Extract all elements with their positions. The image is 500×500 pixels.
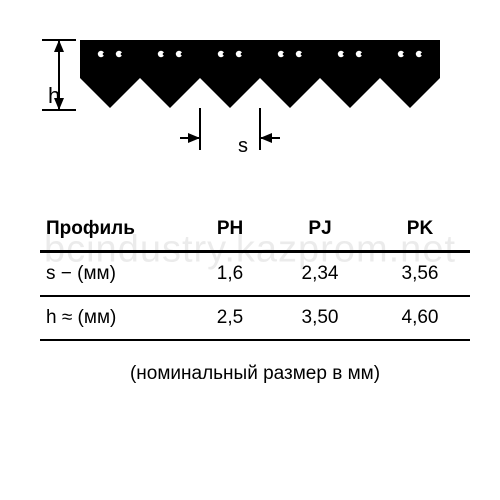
profile-table: Профиль PH PJ PK s − (мм) 1,6 2,34 3,56 …: [40, 208, 470, 341]
header-ph: PH: [190, 208, 270, 252]
table-header-row: Профиль PH PJ PK: [40, 208, 470, 252]
cell-h-ph: 2,5: [190, 296, 270, 340]
row-label-h: h ≈ (мм): [40, 296, 190, 340]
cell-s-ph: 1,6: [190, 252, 270, 297]
cell-h-pj: 3,50: [270, 296, 370, 340]
row-label-s: s − (мм): [40, 252, 190, 297]
cell-s-pk: 3,56: [370, 252, 470, 297]
belt-cross-section: [80, 28, 470, 168]
belt-profile-diagram: h s: [40, 28, 470, 168]
caption: (номинальный размер в мм): [40, 363, 470, 385]
table-row: h ≈ (мм) 2,5 3,50 4,60: [40, 296, 470, 340]
h-label: h: [48, 83, 60, 109]
cell-s-pj: 2,34: [270, 252, 370, 297]
s-label: s: [238, 135, 248, 158]
header-profile: Профиль: [40, 208, 190, 252]
header-pj: PJ: [270, 208, 370, 252]
cell-h-pk: 4,60: [370, 296, 470, 340]
table-row: s − (мм) 1,6 2,34 3,56: [40, 252, 470, 297]
header-pk: PK: [370, 208, 470, 252]
